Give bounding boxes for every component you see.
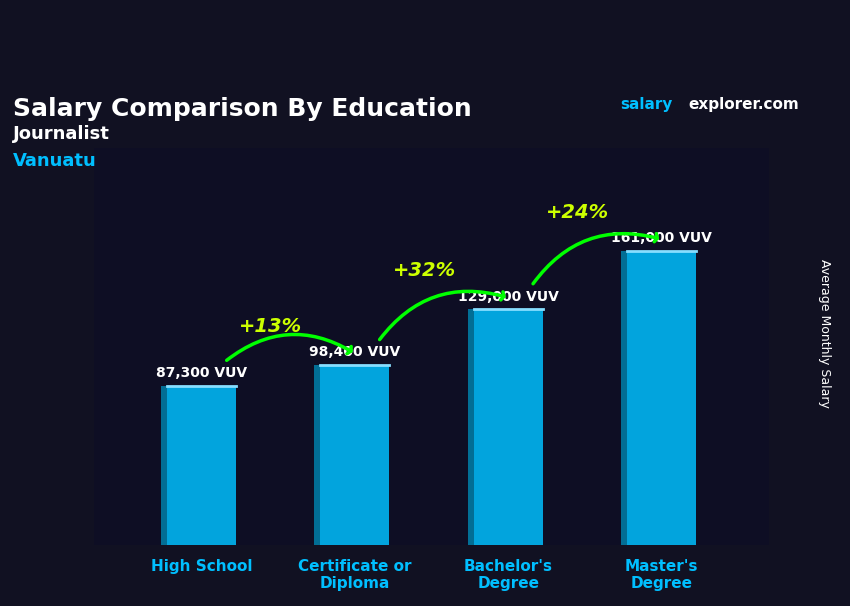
Bar (320, 365, 389, 545)
Text: 129,000 VUV: 129,000 VUV (458, 290, 558, 304)
Text: 98,400 VUV: 98,400 VUV (309, 345, 400, 359)
Text: 87,300 VUV: 87,300 VUV (156, 365, 247, 379)
Text: Journalist: Journalist (13, 125, 110, 142)
Bar (474, 310, 543, 545)
Text: +24%: +24% (546, 203, 609, 222)
Bar (468, 310, 474, 545)
Text: +13%: +13% (239, 317, 302, 336)
Text: explorer.com: explorer.com (688, 97, 799, 112)
Text: salary: salary (620, 97, 673, 112)
Bar (621, 251, 627, 545)
Text: Average Monthly Salary: Average Monthly Salary (818, 259, 831, 408)
Bar (627, 251, 696, 545)
Text: Vanuatu: Vanuatu (13, 152, 97, 170)
Bar (161, 385, 167, 545)
Text: +32%: +32% (393, 261, 456, 280)
Bar (167, 385, 236, 545)
Bar (314, 365, 320, 545)
Text: 161,000 VUV: 161,000 VUV (611, 231, 712, 245)
Text: Salary Comparison By Education: Salary Comparison By Education (13, 97, 472, 121)
